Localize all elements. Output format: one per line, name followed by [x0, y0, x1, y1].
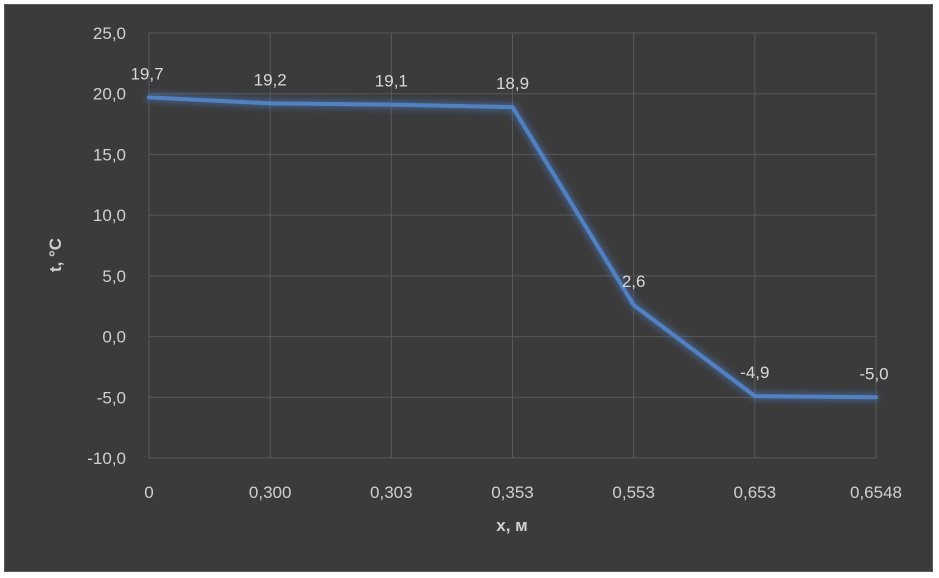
x-axis-title: x, м: [496, 516, 527, 535]
data-label: 19,2: [254, 70, 287, 89]
x-tick-label: 0,300: [249, 483, 292, 502]
x-axis-ticks: 0 0,300 0,303 0,353 0,553 0,653 0,6548: [144, 483, 902, 502]
y-tick-label: 20,0: [93, 85, 126, 104]
x-tick-label: 0,353: [491, 483, 534, 502]
series-layer: [147, 95, 878, 400]
y-tick-label: 0,0: [102, 328, 126, 347]
x-tick-label: 0,653: [734, 483, 777, 502]
y-tick-label: 25,0: [93, 24, 126, 43]
data-label: 19,7: [130, 64, 163, 83]
x-tick-label: 0,6548: [850, 483, 902, 502]
y-tick-label: 15,0: [93, 145, 126, 164]
data-label: 2,6: [622, 272, 646, 291]
data-labels: 19,7 19,2 19,1 18,9 2,6 -4,9 -5,0: [130, 64, 888, 383]
x-tick-label: 0,553: [612, 483, 655, 502]
x-tick-label: 0: [144, 483, 153, 502]
y-tick-label: -10,0: [87, 449, 126, 468]
y-axis-ticks: 25,0 20,0 15,0 10,0 5,0 0,0 -5,0 -10,0: [87, 24, 126, 468]
series-line: [147, 95, 878, 400]
data-label: -4,9: [740, 363, 769, 382]
y-tick-label: -5,0: [97, 388, 126, 407]
y-axis-title: t, °C: [46, 238, 65, 272]
data-label: 18,9: [496, 74, 529, 93]
x-tick-label: 0,303: [370, 483, 413, 502]
y-tick-label: 5,0: [102, 267, 126, 286]
y-tick-label: 10,0: [93, 206, 126, 225]
data-label: 19,1: [375, 72, 408, 91]
data-label: -5,0: [859, 364, 888, 383]
